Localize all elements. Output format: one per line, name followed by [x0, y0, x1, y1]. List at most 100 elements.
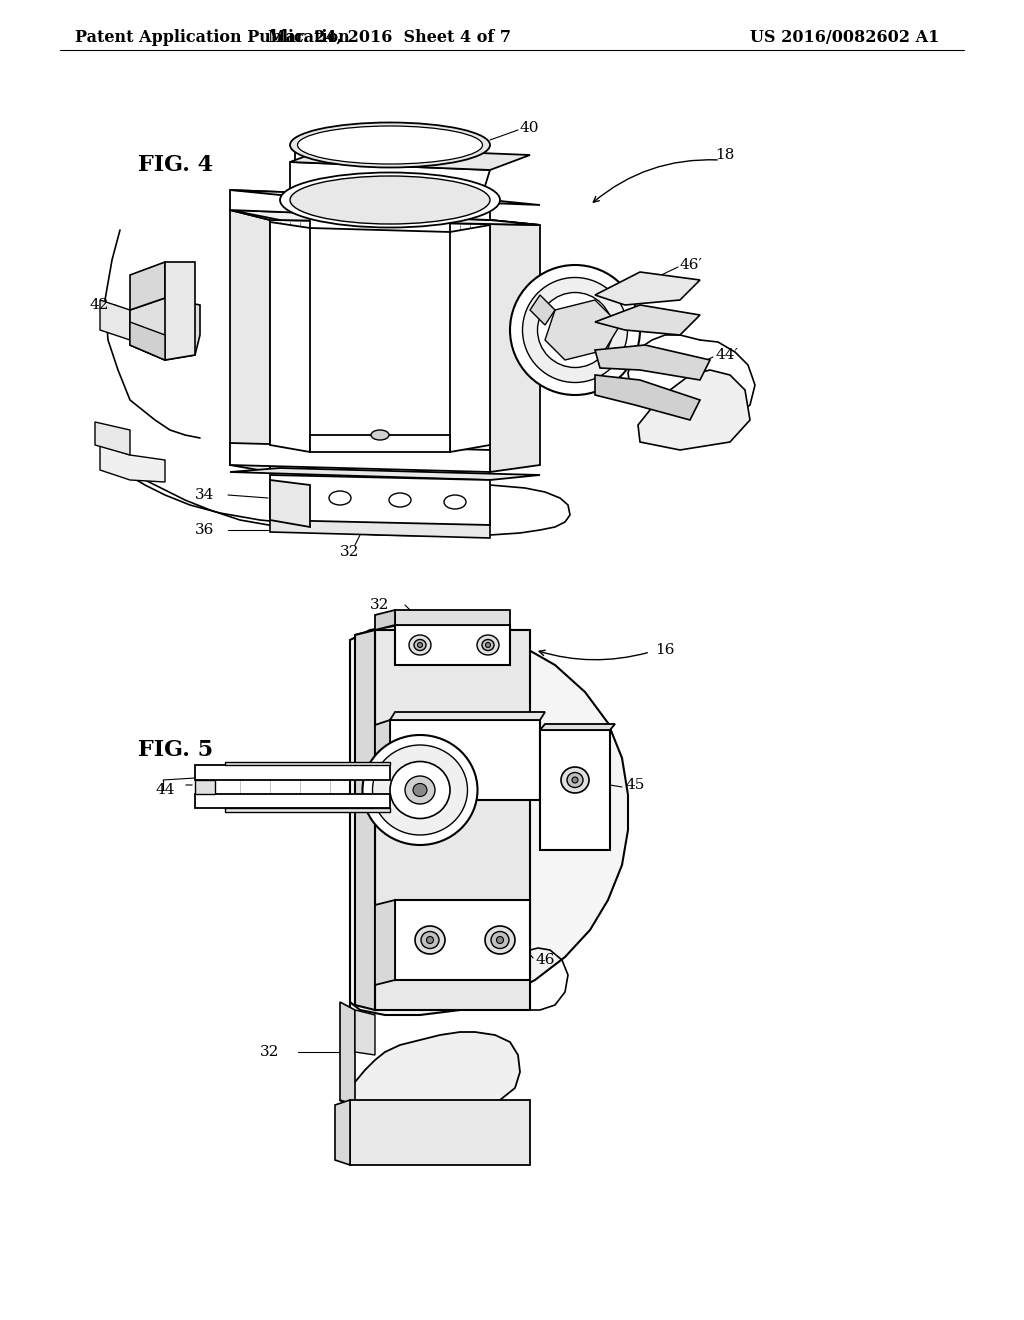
- Ellipse shape: [414, 639, 426, 651]
- Text: Patent Application Publication: Patent Application Publication: [75, 29, 350, 45]
- Ellipse shape: [497, 936, 504, 944]
- Polygon shape: [225, 808, 390, 812]
- Polygon shape: [230, 444, 490, 473]
- Ellipse shape: [567, 772, 583, 788]
- Text: 32: 32: [340, 545, 359, 558]
- Text: 32: 32: [260, 1045, 280, 1059]
- Ellipse shape: [485, 927, 515, 954]
- Polygon shape: [100, 445, 165, 482]
- Polygon shape: [638, 370, 750, 450]
- Polygon shape: [375, 900, 395, 985]
- Ellipse shape: [490, 932, 509, 949]
- Polygon shape: [395, 900, 530, 979]
- Polygon shape: [390, 719, 540, 800]
- Ellipse shape: [290, 176, 490, 224]
- Polygon shape: [375, 719, 390, 805]
- Text: 36: 36: [195, 523, 214, 537]
- Ellipse shape: [290, 123, 490, 168]
- Polygon shape: [230, 210, 540, 224]
- Polygon shape: [100, 300, 130, 341]
- Ellipse shape: [561, 767, 589, 793]
- Polygon shape: [530, 294, 555, 325]
- Polygon shape: [340, 1002, 355, 1105]
- Ellipse shape: [485, 643, 490, 648]
- Text: 18: 18: [715, 148, 734, 162]
- Ellipse shape: [477, 635, 499, 655]
- Polygon shape: [310, 213, 450, 232]
- Polygon shape: [270, 475, 490, 525]
- Polygon shape: [375, 610, 395, 630]
- Ellipse shape: [427, 936, 433, 944]
- Polygon shape: [230, 190, 490, 220]
- Text: 46′: 46′: [680, 257, 703, 272]
- Polygon shape: [375, 630, 530, 1010]
- Text: 16: 16: [655, 643, 675, 657]
- Polygon shape: [290, 147, 530, 170]
- Polygon shape: [195, 795, 390, 808]
- Ellipse shape: [409, 635, 431, 655]
- Polygon shape: [230, 190, 540, 205]
- Text: FIG. 5: FIG. 5: [138, 739, 213, 762]
- Polygon shape: [540, 723, 615, 730]
- Polygon shape: [355, 1010, 375, 1055]
- Polygon shape: [165, 261, 195, 360]
- Ellipse shape: [329, 491, 351, 506]
- Text: 32: 32: [370, 598, 389, 612]
- Polygon shape: [350, 624, 628, 1144]
- Polygon shape: [335, 1100, 350, 1166]
- Polygon shape: [395, 610, 510, 624]
- Polygon shape: [290, 162, 490, 202]
- Polygon shape: [595, 375, 700, 420]
- Polygon shape: [545, 300, 620, 360]
- Text: 42: 42: [90, 298, 110, 312]
- Polygon shape: [225, 762, 390, 766]
- Polygon shape: [540, 730, 610, 850]
- Ellipse shape: [413, 784, 427, 796]
- Polygon shape: [350, 1100, 530, 1166]
- Ellipse shape: [406, 776, 435, 804]
- Text: 34: 34: [195, 488, 214, 502]
- Polygon shape: [595, 305, 700, 335]
- Ellipse shape: [510, 265, 640, 395]
- Polygon shape: [310, 436, 450, 451]
- Ellipse shape: [572, 777, 578, 783]
- Ellipse shape: [421, 932, 439, 949]
- Polygon shape: [130, 261, 165, 310]
- Ellipse shape: [371, 430, 389, 440]
- Polygon shape: [195, 766, 390, 780]
- Polygon shape: [230, 210, 270, 473]
- Ellipse shape: [389, 492, 411, 507]
- Polygon shape: [395, 624, 510, 665]
- Ellipse shape: [444, 495, 466, 510]
- Ellipse shape: [418, 643, 423, 648]
- Ellipse shape: [362, 735, 477, 845]
- Ellipse shape: [373, 744, 468, 836]
- Text: 44: 44: [155, 783, 174, 797]
- Polygon shape: [595, 272, 700, 305]
- Text: Mar. 24, 2016  Sheet 4 of 7: Mar. 24, 2016 Sheet 4 of 7: [268, 29, 512, 45]
- Polygon shape: [340, 1032, 520, 1115]
- Polygon shape: [595, 345, 710, 380]
- Polygon shape: [130, 298, 200, 360]
- Polygon shape: [195, 780, 215, 795]
- Ellipse shape: [280, 173, 500, 227]
- Polygon shape: [270, 520, 490, 539]
- Polygon shape: [230, 469, 540, 480]
- Ellipse shape: [538, 293, 612, 367]
- Text: 40: 40: [520, 121, 540, 135]
- Polygon shape: [230, 210, 540, 224]
- Text: 44′: 44′: [715, 348, 738, 362]
- Ellipse shape: [482, 639, 494, 651]
- Text: US 2016/0082602 A1: US 2016/0082602 A1: [750, 29, 939, 45]
- Ellipse shape: [522, 277, 628, 383]
- Text: 46: 46: [535, 953, 555, 968]
- Ellipse shape: [390, 762, 450, 818]
- Polygon shape: [270, 480, 310, 527]
- Text: 45: 45: [625, 777, 644, 792]
- Ellipse shape: [298, 125, 482, 164]
- Polygon shape: [130, 322, 165, 360]
- Ellipse shape: [415, 927, 445, 954]
- Polygon shape: [390, 711, 545, 719]
- Polygon shape: [270, 222, 310, 451]
- Text: FIG. 4: FIG. 4: [138, 154, 213, 176]
